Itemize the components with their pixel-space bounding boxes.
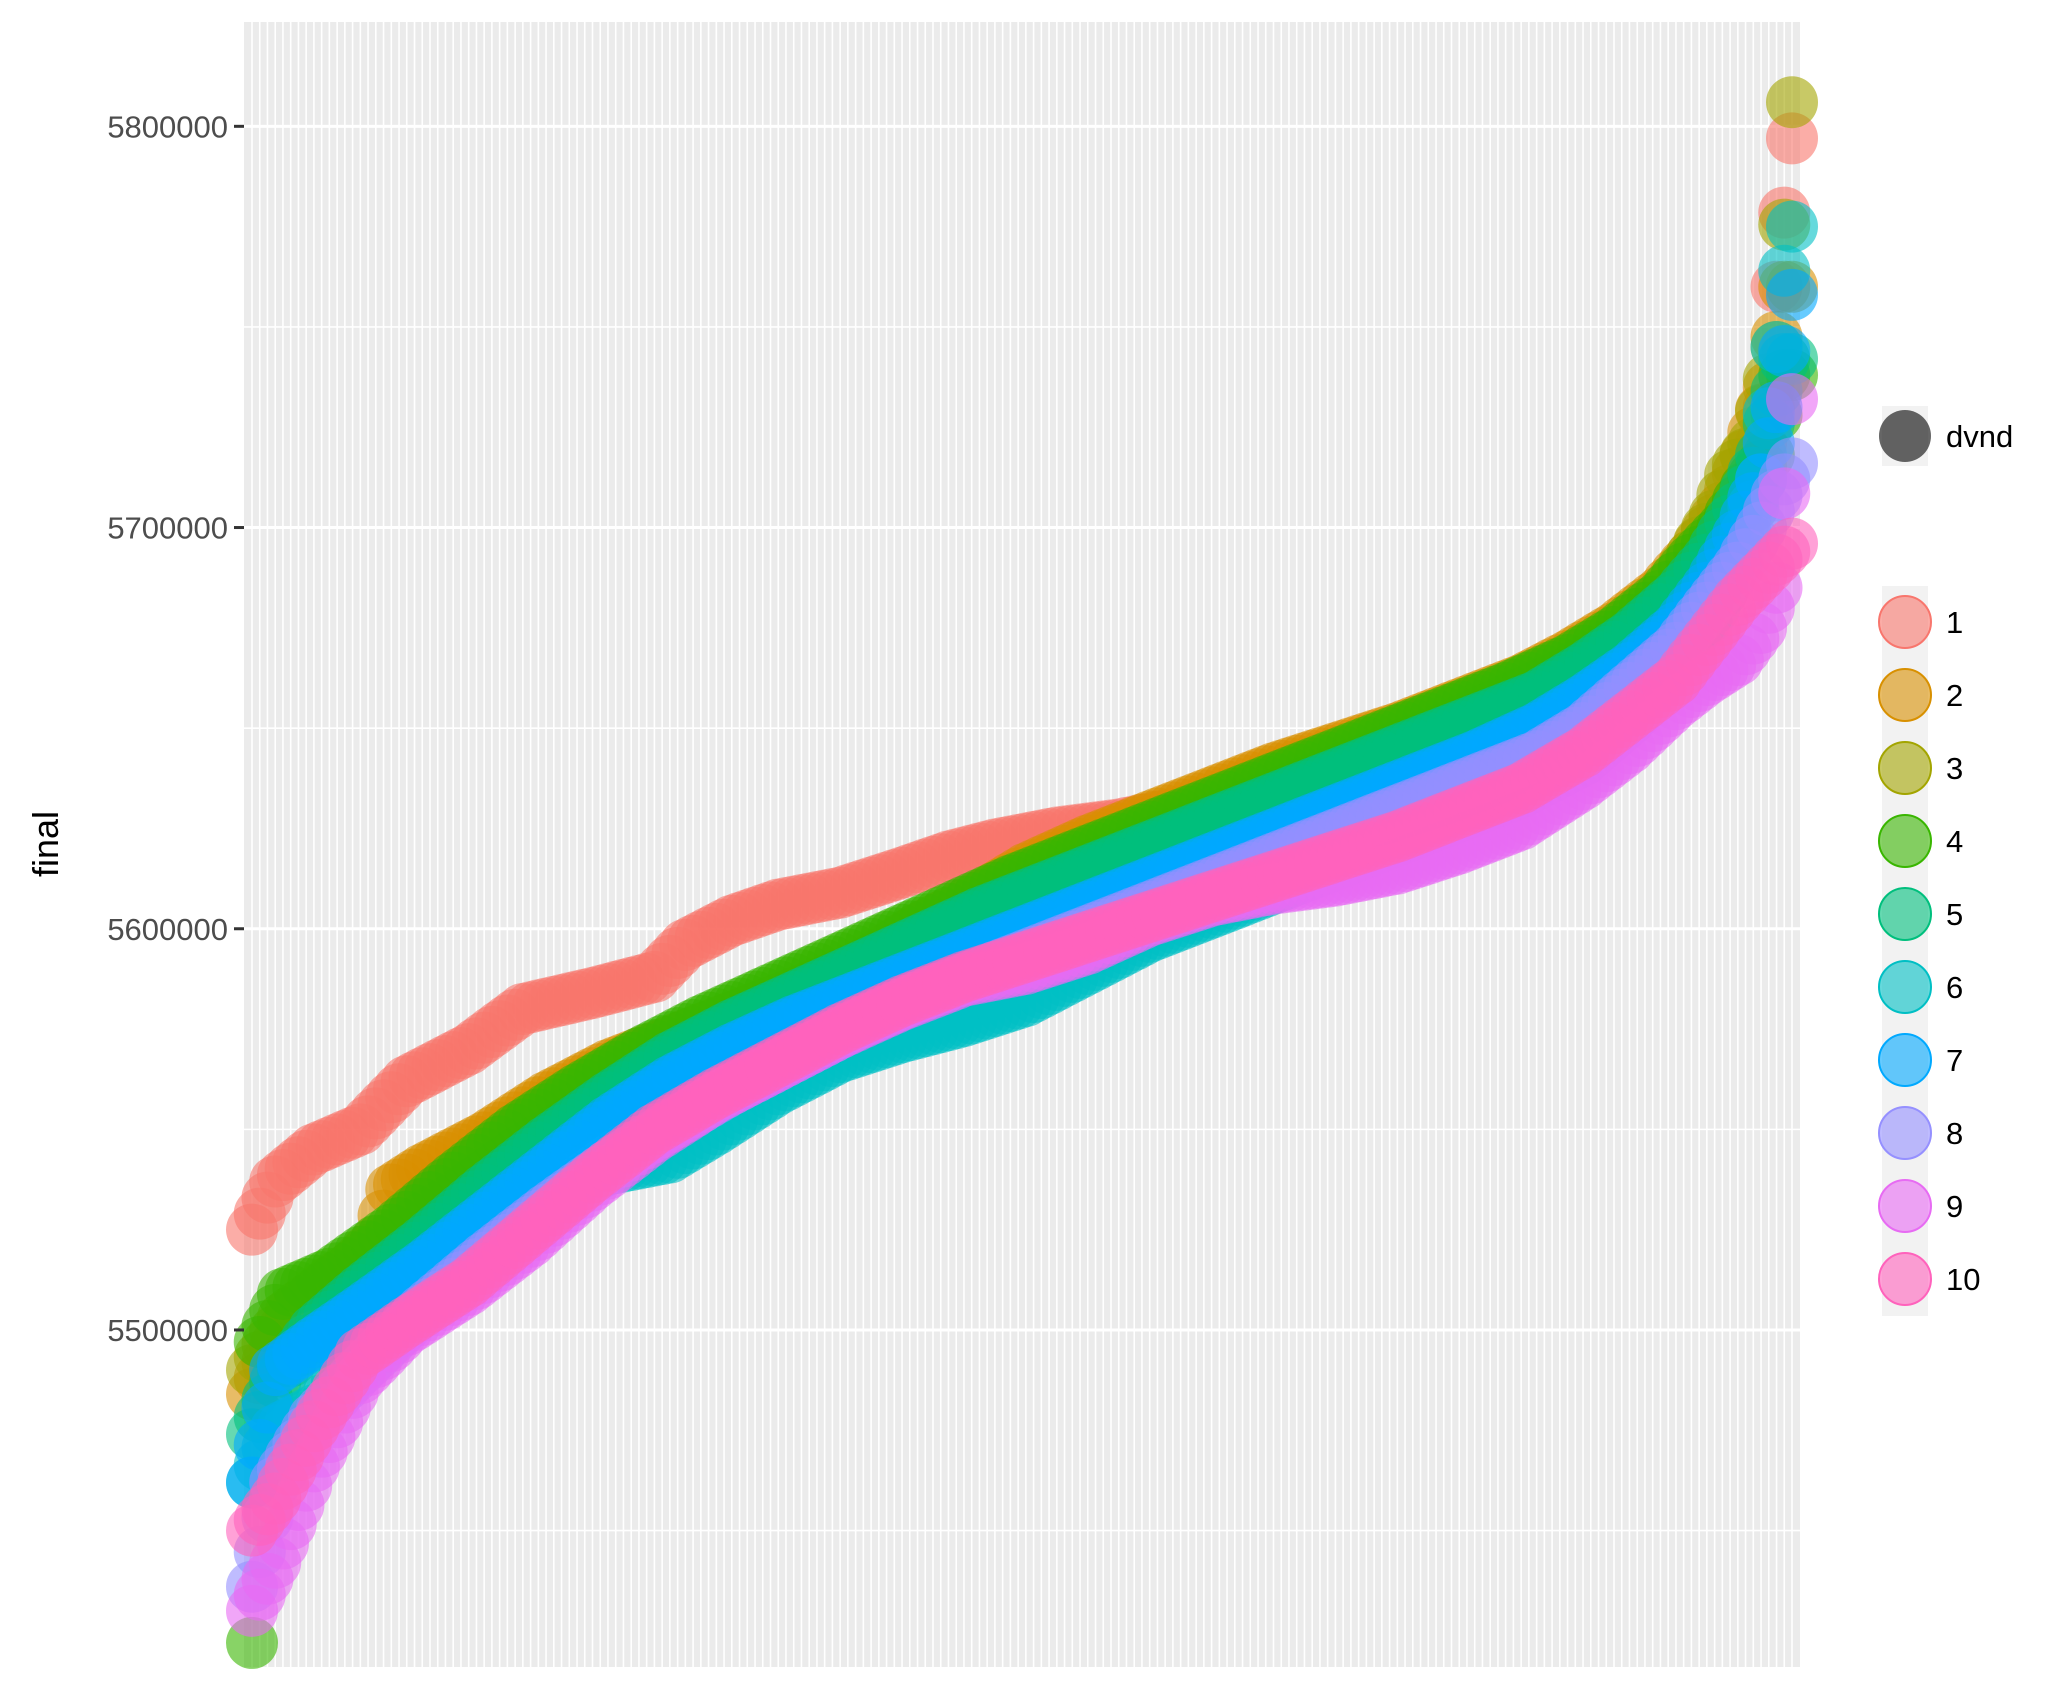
- color-legend-symbol: [1878, 741, 1932, 795]
- color-legend-symbol: [1878, 668, 1932, 722]
- color-legend-label: 6: [1946, 970, 1963, 1005]
- data-point-series-6: [1766, 200, 1818, 253]
- legend: dvnd 1 2 3 4 5 6 7 8 9 10: [1878, 406, 2013, 1316]
- color-legend-label: 3: [1946, 751, 1963, 786]
- y-tick-label: 5500000: [107, 1313, 228, 1348]
- color-legend-symbol: [1878, 1033, 1932, 1087]
- y-axis-title: final: [25, 811, 66, 877]
- y-tick-label: 5700000: [107, 511, 228, 546]
- color-legend-label: 2: [1946, 678, 1963, 713]
- data-point-series-7: [1758, 325, 1811, 377]
- data-point-series-3: [1766, 76, 1818, 129]
- color-legend-label: 9: [1946, 1189, 1963, 1224]
- color-legend-symbol: [1878, 960, 1932, 1014]
- y-axis: 5500000 5600000 5700000 5800000: [107, 109, 244, 1348]
- color-legend-symbol: [1878, 1179, 1932, 1233]
- color-legend-label: 5: [1946, 897, 1963, 932]
- data-point-series-9: [1766, 373, 1818, 426]
- y-tick-label: 5800000: [107, 109, 228, 144]
- data-point-series-1: [1766, 112, 1818, 165]
- color-legend-symbol: [1878, 887, 1932, 941]
- y-tick-label: 5600000: [107, 912, 228, 947]
- data-point-series-9: [1758, 467, 1811, 520]
- color-legend-symbol: [1878, 814, 1932, 868]
- data-point-series-7: [1766, 268, 1818, 321]
- color-legend-label: 10: [1946, 1262, 1980, 1297]
- color-legend-label: 4: [1946, 824, 1963, 859]
- size-legend-label: dvnd: [1946, 419, 2013, 454]
- color-legend-label: 7: [1946, 1043, 1963, 1078]
- data-points: [226, 76, 1818, 1669]
- size-legend-symbol: [1879, 410, 1931, 462]
- color-legend-symbol: [1878, 595, 1932, 649]
- color-legend-symbol: [1878, 1252, 1932, 1306]
- color-legend-symbol: [1878, 1106, 1932, 1160]
- color-legend-label: 1: [1946, 605, 1963, 640]
- color-legend-label: 8: [1946, 1116, 1963, 1151]
- data-point-series-10: [1766, 517, 1818, 570]
